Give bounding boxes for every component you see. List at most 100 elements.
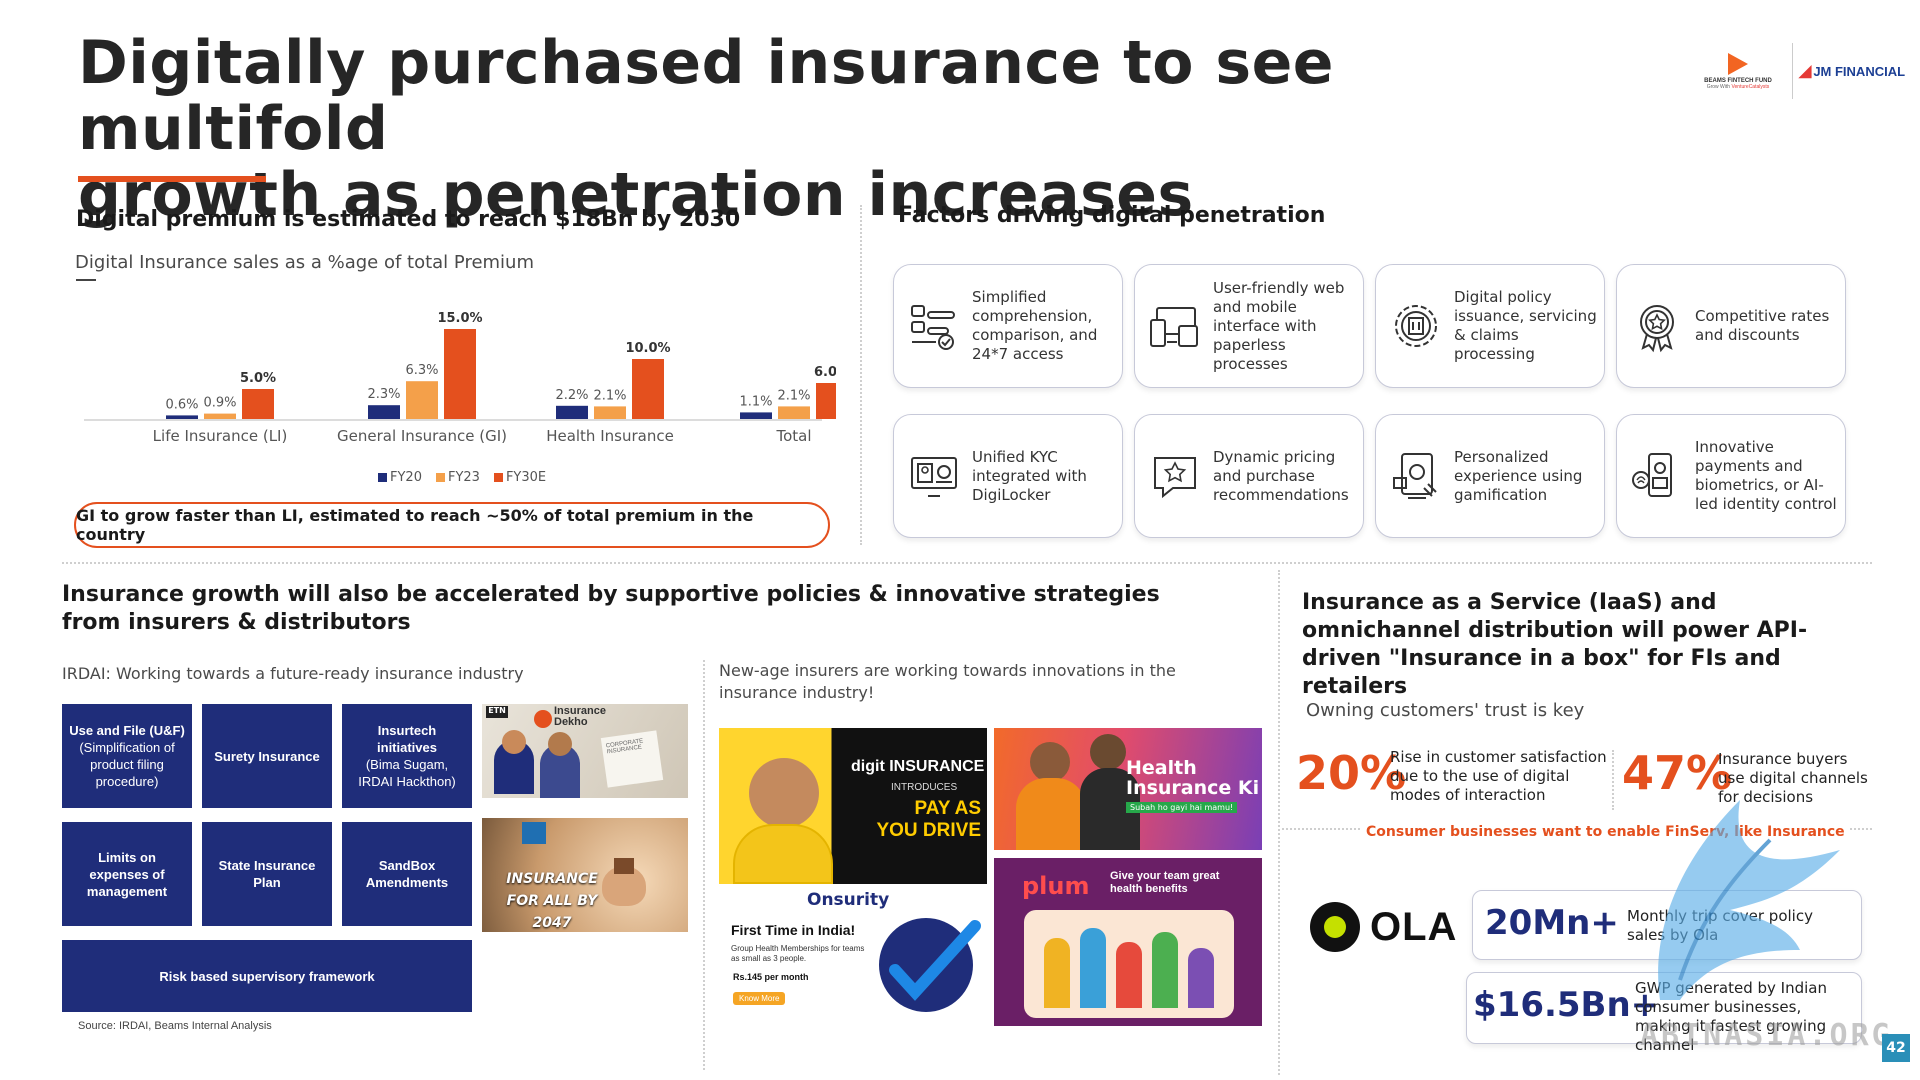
bar-fy23-1 [406,381,438,419]
person-head [502,730,526,754]
page-number: 42 [1882,1034,1910,1062]
bar-label-fy30e-3: 6.0% [814,365,836,380]
vertical-divider-mid [703,660,705,1070]
trust-subtitle: Owning customers' trust is key [1306,700,1585,721]
illustration-person [1044,938,1070,1008]
bar-label-fy23-0: 0.9% [203,396,236,411]
checkmark-icon [889,920,981,1001]
badge-icon [1640,305,1674,353]
bar-fy30e-0 [242,389,274,419]
insurance-dekho-image: ETN Insurance Dekho CORPORATE INSURANCE [482,704,688,798]
bar-label-fy30e-2: 10.0% [625,341,670,356]
factors-section-title: Factors driving digital penetration [898,203,1326,228]
irdai-box-use-and-file: Use and File (U&F) (Simplification of pr… [62,704,192,808]
jm-mark-icon: ◢ [1799,63,1812,80]
digit-pay-as-you-drive: PAY AS YOU DRIVE [876,798,981,841]
illustration-person [1080,928,1106,1008]
jm-financial-logo: ◢ JM FINANCIAL [1799,61,1905,81]
category-label-0: Life Insurance (LI) [153,427,288,445]
bar-label-fy20-2: 2.2% [555,388,588,403]
insurance-dekho-brand: Insurance Dekho [554,705,606,728]
page-title: Digitally purchased insurance to see mul… [78,30,1498,228]
digit-introduces: INTRODUCES [891,782,958,793]
bar-fy30e-2 [632,359,664,419]
factor-card-label: Personalized experience using gamificati… [1454,447,1583,504]
ola-logo: OLA [1308,900,1457,954]
irdai-subtitle: IRDAI: Working towards a future-ready in… [62,664,524,683]
illustration-person [1188,948,1214,1008]
factor-card-pricing: Dynamic pricing and purchase recommendat… [1134,414,1364,538]
compare-icon [911,305,955,350]
digit-ad-image: digit INSURANCE INTRODUCES PAY AS YOU DR… [719,728,987,884]
watermark-text: ABINASIA.ORG [1640,1018,1893,1053]
source-note: Source: IRDAI, Beams Internal Analysis [78,1020,272,1032]
gear-building-icon [1395,305,1437,347]
digit-brand: digit INSURANCE [851,758,985,775]
plum-ad-image: plum Give your team great health benefit… [994,858,1262,1026]
factor-card-interface: User-friendly web and mobile interface w… [1134,264,1364,388]
legend-swatch-fy23 [435,473,445,482]
legend-swatch-fy30e [493,473,503,482]
plum-brand: plum [1022,872,1090,900]
person-head [1030,742,1070,782]
factor-card-biometrics: Innovative payments and biometrics, or A… [1616,414,1846,538]
bar-fy20-0 [166,415,198,419]
bar-label-fy23-2: 2.1% [593,388,626,403]
beams-logo: BEAMS FINTECH FUND Grow With VentureCata… [1690,52,1786,90]
category-label-2: Health Insurance [546,427,674,445]
bar-label-fy23-1: 6.3% [405,363,438,378]
gamification-icon [1393,453,1437,499]
policies-section-title: Insurance growth will also be accelerate… [62,582,1160,635]
bar-fy30e-3 [816,383,836,419]
premium-section-title: Digital premium is estimated to reach $1… [76,207,741,232]
premium-bar-chart: 0.6% 0.9% 5.0% Life Insurance (LI) 2.3% 6.3% 1… [84,311,836,445]
gi-growth-callout: GI to grow faster than LI, estimated to … [74,502,830,548]
factor-card-kyc: Unified KYC integrated with DigiLocker [893,414,1123,538]
irdai-box-limits: Limits on expenses of management [62,822,192,926]
factor-card-rates: Competitive rates and discounts [1616,264,1846,388]
beams-logo-subtext: Grow With VentureCatalysts [1706,83,1770,90]
vertical-divider-right [1278,570,1280,1075]
person-figure [733,824,833,884]
factor-card-access: Simplified comprehension, comparison, an… [893,264,1123,388]
insurance-for-all-text: INSURANCE FOR ALL BY 2047 [506,871,598,931]
bar-label-fy23-3: 2.1% [777,388,810,403]
legend-item-fy30e: FY30E [493,470,546,485]
logo-divider [1792,43,1793,99]
etn-tag: ETN [486,706,508,718]
stat-47-text: Insurance buyers use digital channels fo… [1718,750,1868,806]
beams-logo-text: BEAMS FINTECH FUND [1704,77,1772,84]
illustration-person [1116,942,1142,1008]
bar-fy23-3 [778,406,810,419]
stat-divider [1612,750,1614,810]
illustration-person [1152,932,1178,1008]
biometric-icon [1632,453,1672,497]
bar-fy23-2 [594,406,626,419]
health-insurance-ad-image: Health Insurance Ki Subah ho gayi hai ma… [994,728,1262,850]
person-head [1090,734,1126,770]
watermark-bird-icon [1658,800,1840,1000]
ola-stat-value: 20Mn+ [1485,903,1619,943]
bar-label-fy20-1: 2.3% [367,387,400,402]
ola-logo-icon [1310,902,1360,952]
ola-logo-text: OLA [1370,904,1458,949]
onsurity-know-more-button[interactable]: Know More [733,992,786,1005]
star-chat-icon [1154,457,1196,499]
factor-card-label: Unified KYC integrated with DigiLocker [972,447,1087,504]
factor-card-label: Innovative payments and biometrics, or A… [1695,438,1837,513]
onsurity-description: Group Health Memberships for teams as sm… [731,944,865,963]
title-underline [78,176,266,182]
horizontal-divider [62,562,1872,564]
factor-card-label: Digital policy issuance, servicing & cla… [1454,288,1597,363]
title-line-1: Digitally purchased insurance to see mul… [78,28,1334,164]
stat-47-percent: 47% [1622,746,1733,800]
house-icon [614,858,634,874]
onsurity-ad-image: Onsurity First Time in India! Group Heal… [719,884,987,1018]
beams-triangle-icon [1728,52,1748,75]
bar-label-fy20-0: 0.6% [165,397,198,412]
corporate-insurance-document: CORPORATE INSURANCE [600,730,664,788]
category-label-3: Total [775,427,811,445]
dekho-logo-icon [534,710,552,728]
irdai-emblem-icon [522,822,546,844]
stat-20-text: Rise in customer satisfaction due to the… [1390,748,1607,804]
